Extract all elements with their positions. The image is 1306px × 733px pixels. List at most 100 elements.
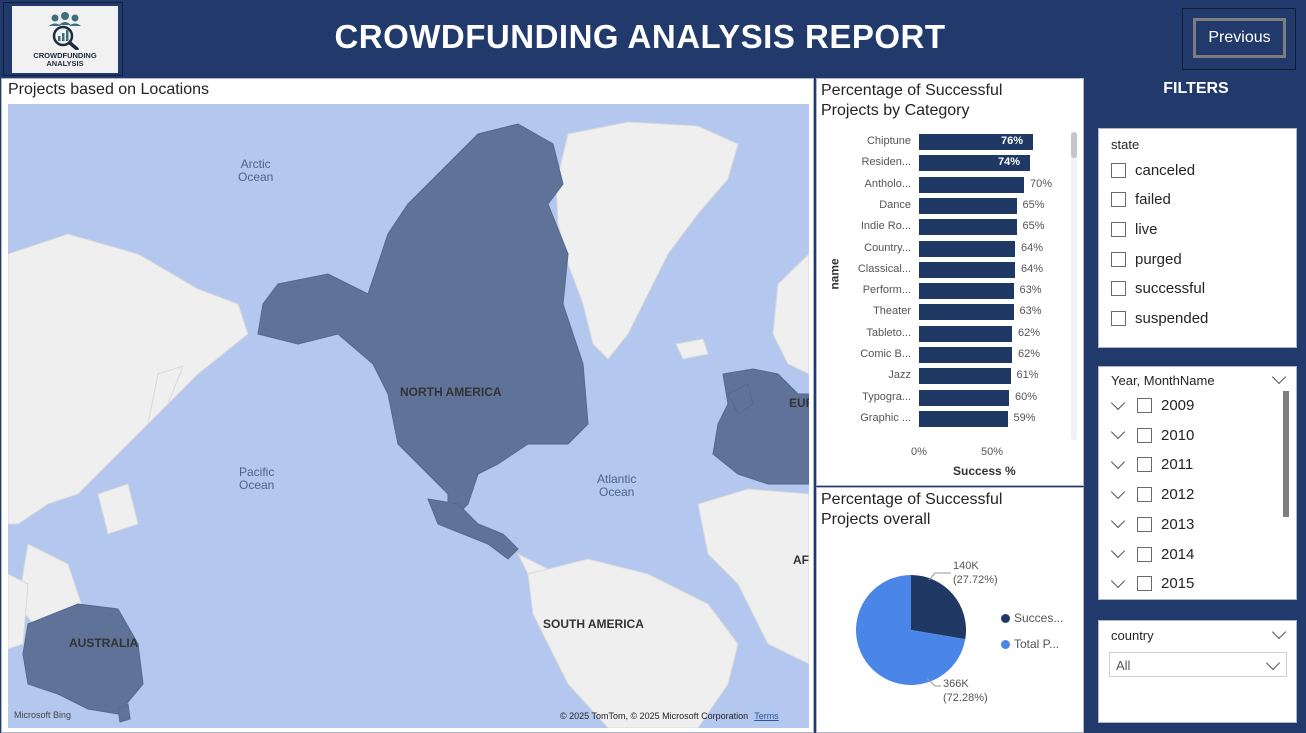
bar-row[interactable]: Antholo... 70% xyxy=(817,174,1085,195)
checkbox[interactable] xyxy=(1137,516,1152,532)
logo-text-line2: ANALYSIS xyxy=(46,58,84,68)
x-tick-50: 50% xyxy=(981,446,1004,458)
bar-row[interactable]: Graphic ... 59% xyxy=(817,408,1085,429)
chevron-down-icon[interactable] xyxy=(1110,454,1126,469)
year-option-2011[interactable]: 2011 xyxy=(1110,454,1194,474)
pie-label-total-value: 366K xyxy=(943,678,969,690)
year-option-2013[interactable]: 2013 xyxy=(1110,514,1194,533)
bar-category-label: Antholo... xyxy=(864,177,911,190)
pie-label-total: 366K (72.28%) xyxy=(943,677,988,705)
checkbox[interactable] xyxy=(1111,222,1126,237)
category-chart-title: Percentage of Successful Projects by Cat… xyxy=(821,81,1002,121)
legend-item-total[interactable]: Total P... xyxy=(1001,637,1059,651)
country-slicer-title: country xyxy=(1111,628,1154,643)
state-option-label: purged xyxy=(1135,251,1182,268)
bar-category-label: Indie Ro... xyxy=(860,220,911,233)
state-option-canceled[interactable]: canceled xyxy=(1111,162,1195,179)
checkbox[interactable] xyxy=(1137,576,1152,592)
chevron-down-icon[interactable] xyxy=(1110,543,1126,559)
year-option-2015[interactable]: 2015 xyxy=(1110,573,1194,592)
chart-scrollbar[interactable] xyxy=(1071,132,1077,158)
bar[interactable] xyxy=(919,325,1012,342)
pacific-ocean-label: Pacific Ocean xyxy=(239,465,275,492)
bar-row[interactable]: Theater 63% xyxy=(817,301,1085,322)
chart-scroll-track[interactable] xyxy=(1071,132,1077,440)
map-canvas[interactable]: Arctic Ocean Pacific Ocean Atlantic Ocea… xyxy=(8,104,809,728)
year-option-2009[interactable]: 2009 xyxy=(1110,395,1194,414)
checkbox[interactable] xyxy=(1111,192,1126,207)
pie-svg xyxy=(856,572,966,687)
year-option-2014[interactable]: 2014 xyxy=(1110,543,1194,563)
checkbox[interactable] xyxy=(1137,457,1152,473)
bar[interactable] xyxy=(919,134,1033,150)
bar-row[interactable]: Jazz 61% xyxy=(817,365,1085,386)
state-option-live[interactable]: live xyxy=(1111,221,1158,238)
chevron-down-icon[interactable] xyxy=(1271,369,1287,385)
bar[interactable] xyxy=(919,304,1014,321)
bar[interactable] xyxy=(919,283,1014,300)
europe-label: EUR xyxy=(789,396,809,410)
bar[interactable] xyxy=(919,368,1011,385)
bar-row[interactable]: Typogra... 60% xyxy=(817,387,1085,408)
state-option-purged[interactable]: purged xyxy=(1111,251,1182,268)
bar[interactable] xyxy=(919,389,1009,406)
state-option-successful[interactable]: successful xyxy=(1111,280,1205,297)
bar[interactable] xyxy=(919,197,1017,214)
terms-link[interactable]: Terms xyxy=(754,711,779,721)
chevron-down-icon[interactable] xyxy=(1110,484,1126,499)
state-option-suspended[interactable]: suspended xyxy=(1111,310,1208,327)
bar[interactable] xyxy=(919,261,1015,278)
filters-heading: FILTERS xyxy=(1163,80,1229,97)
bar-row[interactable]: Tableto... 62% xyxy=(817,323,1085,344)
checkbox[interactable] xyxy=(1137,546,1152,562)
x-tick-0: 0% xyxy=(911,446,927,458)
checkbox[interactable] xyxy=(1137,398,1152,413)
page-title: CROWDFUNDING ANALYSIS REPORT xyxy=(334,18,946,55)
bar-row[interactable]: Comic B... 62% xyxy=(817,344,1085,365)
logo-text-line1: CROWDFUNDING xyxy=(33,50,97,60)
year-slicer-scrollbar[interactable] xyxy=(1283,391,1289,517)
chevron-down-icon[interactable] xyxy=(1271,624,1287,640)
pie-slice[interactable] xyxy=(856,575,966,685)
year-option-label: 2011 xyxy=(1161,456,1194,474)
checkbox[interactable] xyxy=(1111,311,1126,326)
state-option-failed[interactable]: failed xyxy=(1111,191,1171,208)
legend-item-success[interactable]: Succes... xyxy=(1001,611,1063,625)
bar-category-label: Chiptune xyxy=(866,135,911,147)
year-option-2012[interactable]: 2012 xyxy=(1110,484,1194,503)
year-option-2010[interactable]: 2010 xyxy=(1110,425,1195,444)
checkbox[interactable] xyxy=(1137,487,1152,503)
bar-row[interactable]: Residen... 74% xyxy=(817,152,1085,173)
bar[interactable] xyxy=(919,176,1024,193)
chevron-down-icon[interactable] xyxy=(1110,395,1126,410)
bar-row[interactable]: Dance 65% xyxy=(817,195,1085,216)
chevron-down-icon[interactable] xyxy=(1110,514,1126,529)
bar-row[interactable]: Country... 64% xyxy=(817,238,1085,259)
chevron-down-icon[interactable] xyxy=(1110,425,1126,440)
bar-row[interactable]: Perform... 63% xyxy=(817,280,1085,301)
checkbox[interactable] xyxy=(1111,252,1126,267)
bar-category-label: Dance xyxy=(879,198,911,211)
pie-slice[interactable] xyxy=(911,575,966,640)
state-slicer-title: state xyxy=(1111,137,1140,152)
bar[interactable] xyxy=(919,155,1030,172)
bar-row[interactable]: Chiptune 76% xyxy=(817,131,1085,152)
checkbox[interactable] xyxy=(1111,281,1126,296)
country-dropdown[interactable]: All xyxy=(1109,652,1287,677)
bar[interactable] xyxy=(919,240,1015,257)
north-america-landmass xyxy=(257,123,589,526)
year-option-label: 2010 xyxy=(1161,426,1195,444)
africa-landmass xyxy=(697,488,809,665)
bar-row[interactable]: Indie Ro... 65% xyxy=(817,216,1085,237)
previous-button[interactable]: Previous xyxy=(1193,18,1286,58)
bar-category-label: Graphic ... xyxy=(860,411,911,424)
chevron-down-icon[interactable] xyxy=(1110,573,1126,588)
bar-value-label: 64% xyxy=(1021,241,1044,254)
bar[interactable] xyxy=(919,410,1008,427)
chevron-down-icon xyxy=(1265,655,1281,671)
bar[interactable] xyxy=(919,347,1012,363)
checkbox[interactable] xyxy=(1111,163,1126,178)
bar-row[interactable]: Classical... 64% xyxy=(817,259,1085,280)
checkbox[interactable] xyxy=(1137,427,1152,443)
bar[interactable] xyxy=(919,219,1017,236)
